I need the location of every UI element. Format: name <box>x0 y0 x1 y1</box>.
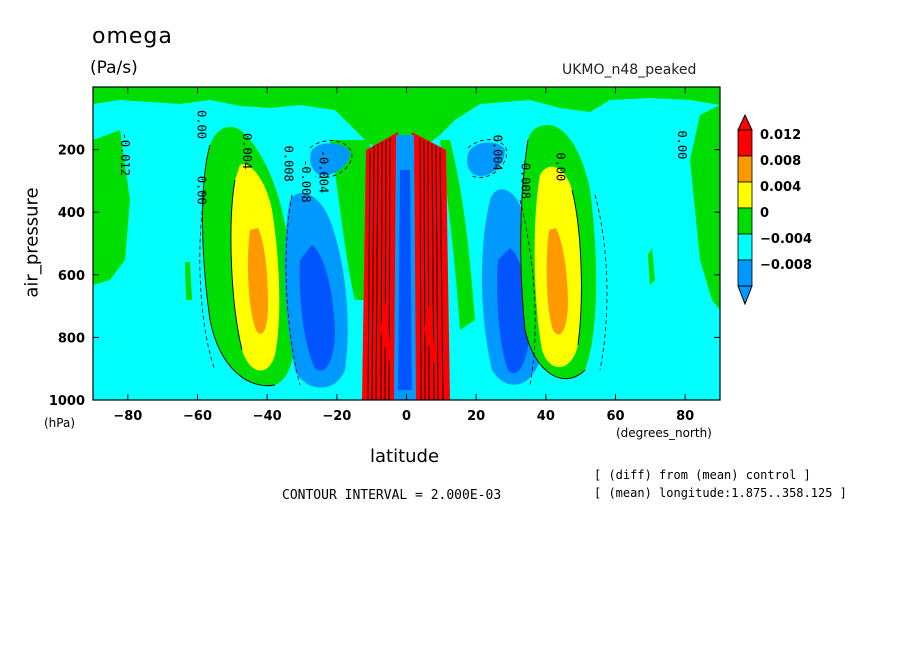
contour-label: 0.004 <box>240 133 254 169</box>
colorbar-label: 0.008 <box>760 154 801 169</box>
equator-contour-packing <box>367 137 444 400</box>
colorbar-swatch <box>737 155 753 183</box>
upper-green-region <box>93 87 720 150</box>
colorbar-swatch <box>737 181 753 209</box>
equator-south-red <box>362 132 400 400</box>
colorbar-swatch <box>737 233 753 261</box>
x-tick-label: −80 <box>113 409 142 424</box>
contour-label: 0.008 <box>518 163 532 199</box>
contour-label: -0.012 <box>118 133 132 176</box>
contour-label: 0.004 <box>491 135 505 171</box>
equator-north-red <box>410 132 450 400</box>
contour-label: 0.00 <box>195 176 209 205</box>
x-tick-label: 80 <box>676 409 694 424</box>
x-tick-label: −20 <box>322 409 351 424</box>
contour-interval: CONTOUR INTERVAL = 2.000E-03 <box>282 488 502 503</box>
mean-note: [ (mean) longitude:1.875..358.125 ] <box>594 486 847 500</box>
equator-core-darkblue <box>398 170 412 390</box>
y-axis-label: air_pressure <box>21 187 43 298</box>
y-tick-label: 200 <box>58 144 85 159</box>
y-tick-label: 600 <box>58 269 85 284</box>
colorbar-arrow-down <box>737 285 753 306</box>
speck-south-high-lat <box>185 262 192 300</box>
x-axis-label: latitude <box>370 446 440 467</box>
south-negative-darkblue <box>299 245 335 371</box>
colorbar: 0.012 0.008 0.004 0 −0.004 −0.008 <box>737 113 812 306</box>
colorbar-label: −0.004 <box>760 232 812 247</box>
chart-title: omega <box>92 24 173 49</box>
diff-note: [ (diff) from (mean) control ] <box>594 468 811 482</box>
colorbar-swatch <box>737 129 753 157</box>
colorbar-label: 0.004 <box>760 180 801 195</box>
colorbar-label: 0.012 <box>760 128 801 143</box>
equator-spike-south <box>380 300 392 370</box>
contour-label: -0.004 <box>316 150 330 193</box>
contour-label: 0.008 <box>282 146 296 182</box>
x-tick-label: −60 <box>183 409 212 424</box>
contour-label: 0.00 <box>195 110 209 139</box>
upper-blob-north <box>467 142 505 176</box>
right-edge-green-region <box>690 105 720 310</box>
y-tick-label: 1000 <box>49 394 85 409</box>
colorbar-swatch <box>737 259 753 287</box>
equator-green-north <box>440 140 475 330</box>
x-tick-label: 60 <box>606 409 624 424</box>
axes: −80 −60 −40 −20 0 20 40 60 80 200 400 600 800 1000 <box>49 87 720 424</box>
colorbar-label: −0.008 <box>760 258 812 273</box>
model-name: UKMO_n48_peaked <box>562 62 697 78</box>
colorbar-arrow-up <box>737 113 753 131</box>
contour-labels: 0.00 0.004 0.008 -0.004-0.008 -0.012 0.00 0.00… <box>118 110 689 205</box>
chart-units: (Pa/s) <box>90 58 138 78</box>
y-tick-label: 400 <box>58 206 85 221</box>
x-tick-label: −40 <box>253 409 282 424</box>
y-tick-label: 800 <box>58 331 85 346</box>
y-axis-unit: (hPa) <box>44 416 76 430</box>
colorbar-swatch <box>737 207 753 235</box>
south-positive-orange <box>248 228 268 334</box>
contour-label: -0.008 <box>299 159 313 202</box>
north-positive-orange <box>546 228 568 335</box>
equator-green-south <box>330 140 370 300</box>
x-tick-label: 40 <box>537 409 555 424</box>
x-axis-unit: (degrees_north) <box>616 426 712 440</box>
contour-field <box>93 87 720 400</box>
solid-contours <box>202 139 586 387</box>
x-tick-label: 20 <box>467 409 485 424</box>
colorbar-label: 0 <box>760 206 769 221</box>
x-tick-label: 0 <box>402 409 411 424</box>
contour-label: 0.00 <box>553 152 567 181</box>
left-edge-green-region <box>93 130 130 285</box>
speck-north-high-lat <box>648 248 655 285</box>
upper-blob-south <box>310 143 351 176</box>
equator-spike-north <box>424 300 436 370</box>
contour-label: 0.00 <box>675 130 689 159</box>
